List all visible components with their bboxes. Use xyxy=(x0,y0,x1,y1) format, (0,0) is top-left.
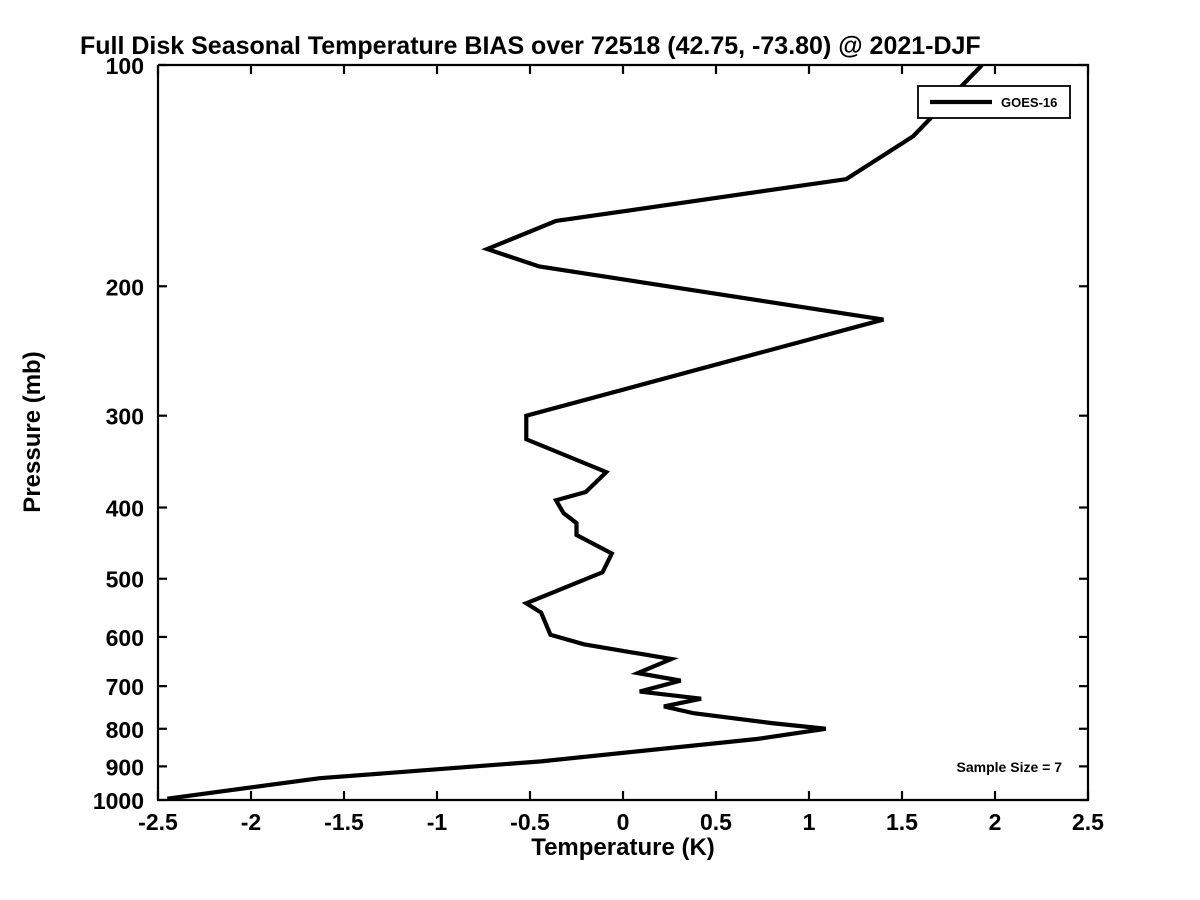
x-axis-label: Temperature (K) xyxy=(531,834,715,861)
y-tick-label: 700 xyxy=(106,674,144,700)
x-tick-label: -0.5 xyxy=(510,809,550,835)
x-tick-label: -2 xyxy=(241,809,261,835)
axis-frame xyxy=(156,63,1090,802)
x-tick-label: 2.5 xyxy=(1072,809,1104,835)
page-title: Full Disk Seasonal Temperature BIAS over… xyxy=(80,32,981,60)
x-tick-label: 1 xyxy=(803,809,816,835)
x-tick-label: -1.5 xyxy=(324,809,364,835)
y-tick-label: 100 xyxy=(106,53,144,79)
y-tick-label: 500 xyxy=(106,567,144,593)
x-tick-label: 0.5 xyxy=(700,809,732,835)
y-tick-label: 300 xyxy=(106,404,144,430)
data-series-layer xyxy=(167,64,984,801)
x-tick-label: 1.5 xyxy=(886,809,918,835)
x-tick-label: -2.5 xyxy=(138,809,178,835)
y-axis-label: Pressure (mb) xyxy=(19,351,46,512)
x-tick-label: -1 xyxy=(427,809,448,835)
x-axis-tick-labels: -2.5 -2 -1.5 -1 -0.5 0 0.5 1 1.5 2 2.5 xyxy=(138,809,1104,835)
legend-box xyxy=(917,85,1071,119)
y-axis-tick-labels: 100 200 300 400 500 600 700 800 900 1000 xyxy=(93,53,144,814)
legend-item-label: GOES-16 xyxy=(1001,95,1057,110)
y-axis-ticks xyxy=(158,63,1088,802)
y-tick-label: 1000 xyxy=(93,788,144,814)
y-tick-label: 900 xyxy=(106,754,144,780)
y-tick-label: 400 xyxy=(106,496,144,522)
y-tick-label: 200 xyxy=(106,274,144,300)
x-tick-label: 0 xyxy=(617,809,630,835)
sample-size-annotation: Sample Size = 7 xyxy=(957,759,1063,775)
legend[interactable]: GOES-16 xyxy=(917,85,1071,119)
y-tick-label: 600 xyxy=(106,625,144,651)
data-series-1[interactable] xyxy=(167,64,984,801)
x-tick-label: 2 xyxy=(989,809,1002,835)
x-axis-ticks xyxy=(156,65,1090,800)
y-tick-label: 800 xyxy=(106,717,144,743)
